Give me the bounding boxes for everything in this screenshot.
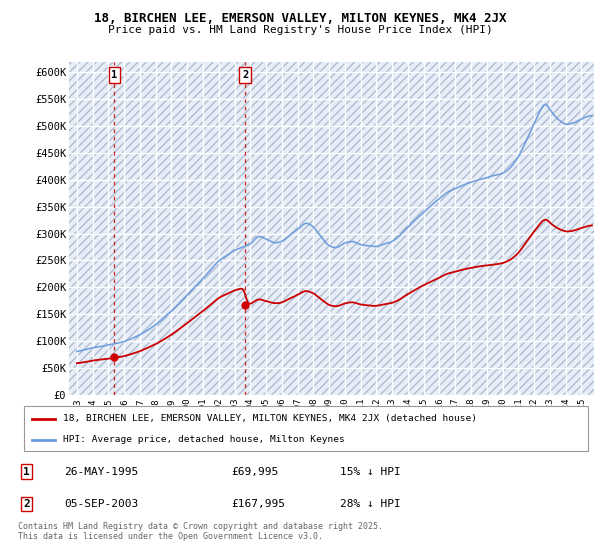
Text: 05-SEP-2003: 05-SEP-2003 bbox=[64, 499, 138, 509]
Text: 18, BIRCHEN LEE, EMERSON VALLEY, MILTON KEYNES, MK4 2JX: 18, BIRCHEN LEE, EMERSON VALLEY, MILTON … bbox=[94, 12, 506, 25]
FancyBboxPatch shape bbox=[24, 406, 588, 451]
Text: £167,995: £167,995 bbox=[231, 499, 285, 509]
Text: 28% ↓ HPI: 28% ↓ HPI bbox=[340, 499, 401, 509]
Text: 2: 2 bbox=[242, 70, 248, 80]
Text: 2: 2 bbox=[23, 499, 30, 509]
Text: 1: 1 bbox=[23, 466, 30, 477]
Text: HPI: Average price, detached house, Milton Keynes: HPI: Average price, detached house, Milt… bbox=[64, 435, 345, 444]
Text: £69,995: £69,995 bbox=[231, 466, 278, 477]
Text: Price paid vs. HM Land Registry's House Price Index (HPI): Price paid vs. HM Land Registry's House … bbox=[107, 25, 493, 35]
Text: 26-MAY-1995: 26-MAY-1995 bbox=[64, 466, 138, 477]
Text: 15% ↓ HPI: 15% ↓ HPI bbox=[340, 466, 401, 477]
Text: 1: 1 bbox=[111, 70, 118, 80]
Text: Contains HM Land Registry data © Crown copyright and database right 2025.
This d: Contains HM Land Registry data © Crown c… bbox=[18, 522, 383, 542]
Text: 18, BIRCHEN LEE, EMERSON VALLEY, MILTON KEYNES, MK4 2JX (detached house): 18, BIRCHEN LEE, EMERSON VALLEY, MILTON … bbox=[64, 414, 478, 423]
